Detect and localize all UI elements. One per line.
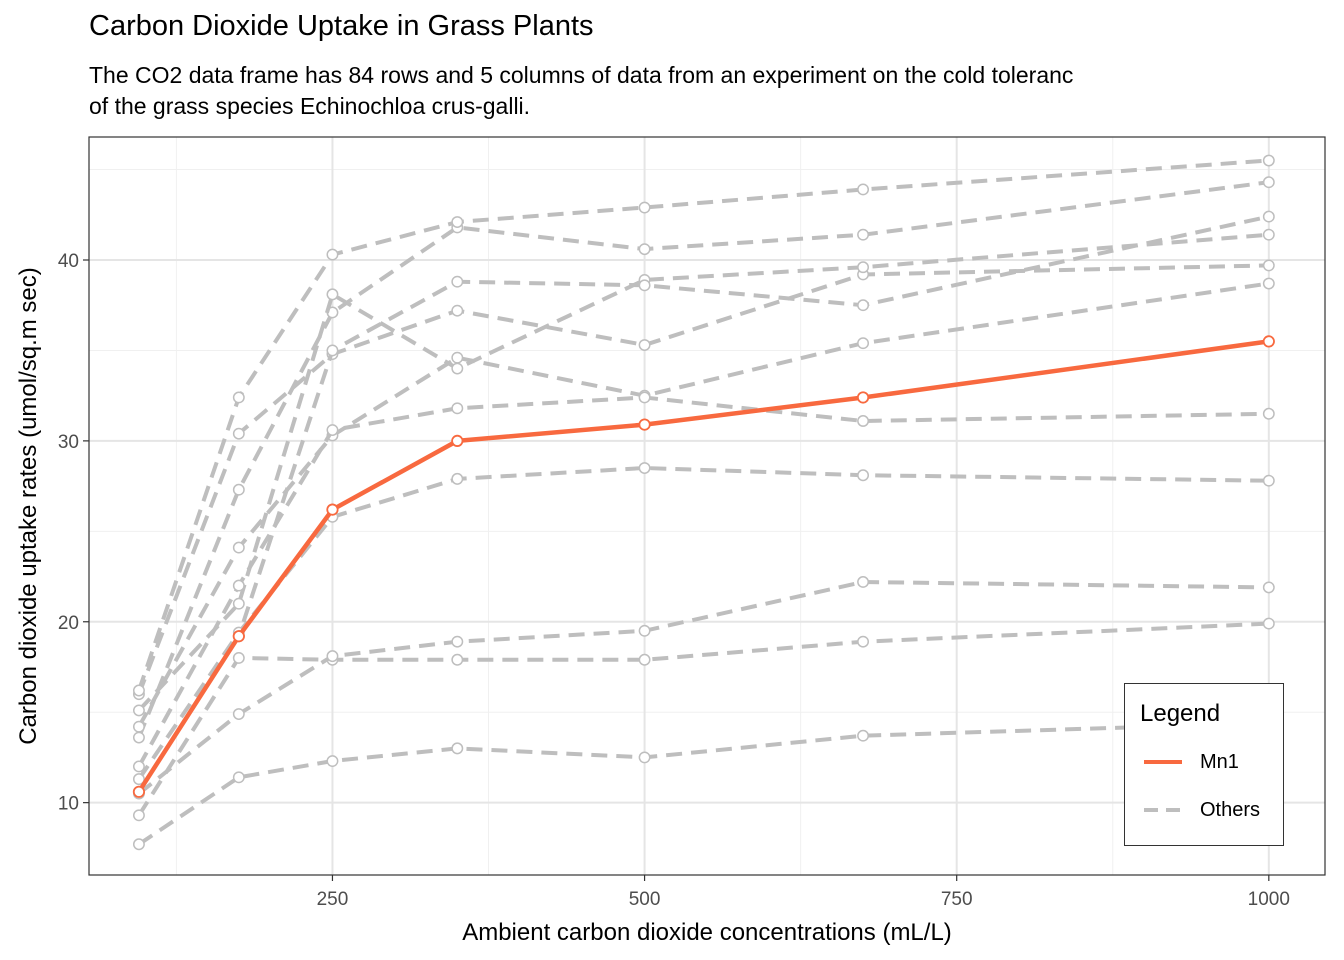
others-data-point	[232, 541, 245, 554]
others-data-point	[638, 339, 651, 351]
mn1-data-point	[326, 503, 339, 516]
others-data-point	[451, 362, 464, 375]
mn1-data-point	[638, 418, 651, 431]
others-data-point	[1262, 617, 1275, 630]
others-data-point	[1262, 210, 1275, 223]
others-data-point	[326, 288, 339, 301]
others-data-point	[1262, 407, 1275, 420]
legend-item-others: Others	[1140, 796, 1280, 826]
others-data-point	[451, 351, 464, 364]
others-data-point	[1262, 474, 1275, 487]
y-axis-title: Carbon dioxide uptake rates (umol/sq.m s…	[15, 267, 42, 745]
legend-label-others: Others	[1200, 799, 1261, 821]
others-data-point	[857, 576, 870, 588]
others-data-point	[326, 344, 339, 357]
others-data-point	[1262, 581, 1275, 594]
others-data-point	[857, 261, 870, 274]
x-tick-label: 250	[317, 889, 349, 910]
mn1-data-point	[856, 391, 870, 404]
others-data-point	[451, 304, 464, 317]
others-data-point	[232, 771, 245, 784]
others-data-point	[132, 809, 145, 822]
y-tick-label: 30	[58, 432, 79, 453]
legend-item-mn1: Mn1	[1140, 748, 1280, 778]
mn1-data-point	[232, 630, 245, 643]
subtitle-line-2: of the grass species Echinochloa crus-ga…	[89, 93, 531, 119]
y-tick-label: 20	[58, 613, 79, 634]
others-data-point	[451, 275, 464, 288]
others-data-point	[857, 183, 870, 196]
others-data-point	[451, 472, 464, 485]
others-data-point	[1262, 154, 1275, 167]
x-axis-ticks: 250 500 750 1000	[317, 875, 1290, 910]
x-axis-title: Ambient carbon dioxide concentrations (m…	[462, 919, 952, 946]
mn1-data-point	[132, 785, 146, 798]
x-tick-label: 750	[941, 889, 973, 910]
y-tick-label: 40	[58, 251, 79, 272]
others-data-point	[326, 424, 339, 436]
others-data-point	[326, 755, 339, 767]
others-data-point	[857, 635, 870, 648]
others-data-point	[1262, 176, 1275, 189]
legend-key-dashed-line	[1144, 808, 1182, 812]
legend-key-solid-line	[1144, 760, 1182, 764]
others-data-point	[232, 427, 245, 440]
others-data-point	[451, 653, 464, 666]
others-data-point	[638, 653, 651, 666]
others-data-point	[326, 248, 339, 261]
others-data-point	[232, 597, 245, 610]
others-data-point	[232, 708, 245, 720]
others-data-point	[451, 742, 464, 755]
others-data-point	[132, 731, 145, 744]
others-data-point	[132, 838, 145, 851]
chart-subtitle: The CO2 data frame has 84 rows and 5 col…	[89, 60, 1344, 122]
others-data-point	[857, 299, 870, 312]
others-data-point	[638, 243, 651, 256]
y-axis-ticks: 10 20 30 40	[58, 251, 89, 815]
others-data-point	[326, 650, 339, 663]
legend: Legend Mn1 Others	[1124, 683, 1284, 846]
legend-label-mn1: Mn1	[1200, 751, 1239, 773]
others-data-point	[857, 337, 870, 350]
others-data-point	[857, 469, 870, 482]
others-data-point	[132, 760, 145, 773]
others-data-point	[232, 483, 245, 496]
others-data-point	[132, 720, 145, 733]
others-data-point	[1262, 277, 1275, 290]
others-data-point	[638, 624, 651, 637]
mn1-series-group	[132, 335, 1275, 798]
others-data-point	[451, 402, 464, 415]
others-data-point	[232, 391, 245, 404]
others-data-point	[1262, 228, 1275, 241]
others-data-point	[857, 729, 870, 742]
others-data-point	[132, 773, 145, 786]
panel-border	[88, 136, 1326, 876]
others-data-point	[232, 579, 245, 592]
others-data-point	[451, 635, 464, 648]
others-data-point	[638, 751, 651, 764]
others-data-point	[638, 462, 651, 474]
subtitle-line-1: The CO2 data frame has 84 rows and 5 col…	[89, 62, 1074, 88]
others-data-point	[232, 651, 245, 664]
others-data-point	[857, 415, 870, 427]
mn1-data-point	[1262, 335, 1275, 348]
others-data-point	[451, 216, 464, 228]
x-tick-label: 500	[629, 889, 661, 910]
y-tick-label: 10	[58, 794, 79, 815]
mn1-data-point	[451, 434, 464, 447]
others-data-point	[638, 279, 651, 292]
chart-title: Carbon Dioxide Uptake in Grass Plants	[89, 10, 594, 42]
others-data-point	[857, 228, 870, 241]
others-data-point	[132, 704, 145, 717]
legend-title: Legend	[1140, 700, 1221, 727]
x-tick-label: 1000	[1248, 889, 1290, 910]
others-series-group	[132, 154, 1275, 851]
others-data-point	[132, 684, 145, 697]
others-data-point	[1262, 259, 1275, 272]
others-data-point	[638, 391, 651, 404]
others-data-point	[638, 201, 651, 214]
